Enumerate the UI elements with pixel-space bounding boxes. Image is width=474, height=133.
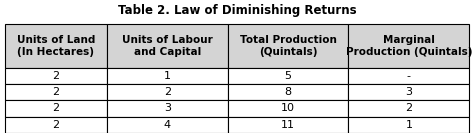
Text: 1: 1: [405, 120, 412, 130]
Bar: [228, 84, 348, 100]
Bar: [107, 24, 228, 68]
Bar: [348, 68, 469, 84]
Bar: [107, 68, 228, 84]
Bar: [107, 100, 228, 117]
Bar: [107, 84, 228, 100]
Text: 10: 10: [281, 103, 295, 113]
Bar: [228, 68, 348, 84]
Text: 3: 3: [164, 103, 171, 113]
Text: 2: 2: [52, 103, 59, 113]
Text: Units of Labour
and Capital: Units of Labour and Capital: [122, 35, 213, 57]
Text: 8: 8: [284, 87, 292, 97]
Text: 11: 11: [281, 120, 295, 130]
Text: 2: 2: [164, 87, 171, 97]
Text: 4: 4: [164, 120, 171, 130]
Bar: [348, 117, 469, 133]
Bar: [348, 100, 469, 117]
Text: 3: 3: [405, 87, 412, 97]
Text: Total Production
(Quintals): Total Production (Quintals): [240, 35, 337, 57]
Text: Units of Land
(In Hectares): Units of Land (In Hectares): [17, 35, 95, 57]
Text: 2: 2: [52, 120, 59, 130]
Text: 5: 5: [284, 71, 292, 81]
Text: 2: 2: [405, 103, 412, 113]
Bar: [5, 24, 107, 68]
Bar: [5, 84, 107, 100]
Bar: [228, 100, 348, 117]
Text: Marginal
Production (Quintals): Marginal Production (Quintals): [346, 35, 472, 57]
Bar: [5, 68, 107, 84]
Text: -: -: [407, 71, 411, 81]
Text: 2: 2: [52, 71, 59, 81]
Bar: [228, 117, 348, 133]
Text: Table 2. Law of Diminishing Returns: Table 2. Law of Diminishing Returns: [118, 4, 356, 17]
Bar: [5, 100, 107, 117]
Text: 2: 2: [52, 87, 59, 97]
Bar: [107, 117, 228, 133]
Bar: [348, 24, 469, 68]
Bar: [228, 24, 348, 68]
Bar: [5, 117, 107, 133]
Text: 1: 1: [164, 71, 171, 81]
Bar: [348, 84, 469, 100]
